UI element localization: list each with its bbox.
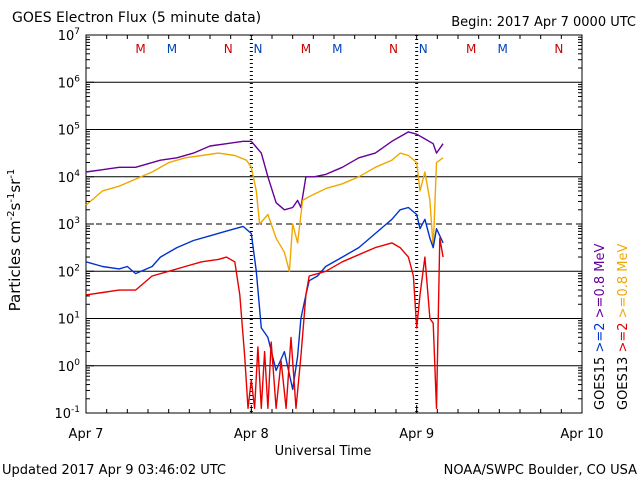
y-tick-label: 101 xyxy=(58,311,80,328)
y-axis-label: Particles cm-2s-1sr-1 xyxy=(6,169,24,312)
top-marker-label: M xyxy=(332,42,342,56)
y-label-part-2: s xyxy=(6,202,24,210)
begin-label: Begin: 2017 Apr 7 0000 UTC xyxy=(451,15,636,30)
y-tick-label: 10-1 xyxy=(54,405,80,422)
top-marker-label: N xyxy=(554,42,563,56)
series-line-goes15-0-8-mev xyxy=(85,131,444,211)
gridlines xyxy=(86,81,582,367)
series-lines xyxy=(85,131,444,409)
legend-entry: GOES15 xyxy=(593,357,608,410)
y-label-sup-1: -2 xyxy=(6,210,17,220)
y-axis-ticks: 107 106 105 104 103 102 101 100 10-1 xyxy=(54,27,582,422)
y-tick-label: 103 xyxy=(58,216,80,233)
y-tick-label: 106 xyxy=(58,74,81,91)
top-marker-label: M xyxy=(466,42,476,56)
y-label-sup-2: -1 xyxy=(6,193,17,203)
x-tick-label: Apr 8 xyxy=(234,427,269,442)
y-label-part-1: Particles cm xyxy=(6,220,24,311)
legend-column: GOES13 >=2 >=0.8 MeV xyxy=(616,244,631,410)
x-tick-label: Apr 10 xyxy=(560,427,603,442)
y-tick-label: 100 xyxy=(58,358,81,375)
y-tick-label: 107 xyxy=(58,27,80,44)
updated-label: Updated 2017 Apr 9 03:46:02 UTC xyxy=(2,463,226,478)
series-line-goes13-2-mev xyxy=(85,237,444,409)
legend-entry: >=0.8 MeV xyxy=(593,244,608,323)
y-label-part-3: sr xyxy=(6,178,24,193)
top-marker-label: N xyxy=(419,42,428,56)
chart-title: GOES Electron Flux (5 minute data) xyxy=(12,10,261,26)
legend-column: GOES15 >=2 >=0.8 MeV xyxy=(593,244,608,410)
legend-entry: >=2 xyxy=(593,322,608,356)
top-marker-label: N xyxy=(224,42,233,56)
top-marker-label: N xyxy=(253,42,262,56)
top-marker-label: M xyxy=(497,42,507,56)
series-line-goes15-2-mev xyxy=(85,206,444,391)
source-label: NOAA/SWPC Boulder, CO USA xyxy=(444,463,637,478)
legend-entry: >=0.8 MeV xyxy=(616,244,631,323)
y-tick-label: 105 xyxy=(58,122,80,139)
top-marker-label: N xyxy=(389,42,398,56)
x-axis-label: Universal Time xyxy=(275,444,372,459)
legend-entry: GOES13 xyxy=(616,357,631,410)
y-tick-label: 104 xyxy=(58,169,81,186)
top-marker-label: M xyxy=(301,42,311,56)
y-label-sup-3: -1 xyxy=(6,169,17,179)
x-tick-label: Apr 9 xyxy=(399,427,434,442)
x-tick-label: Apr 7 xyxy=(69,427,104,442)
x-axis-ticks: Apr 7 Apr 8 Apr 9 Apr 10 xyxy=(69,35,604,442)
legend-entry: >=2 xyxy=(616,322,631,356)
series-line-goes13-0-8-mev xyxy=(85,152,444,272)
y-tick-label: 102 xyxy=(58,263,80,280)
top-marker-label: M xyxy=(135,42,145,56)
top-marker-label: M xyxy=(167,42,177,56)
